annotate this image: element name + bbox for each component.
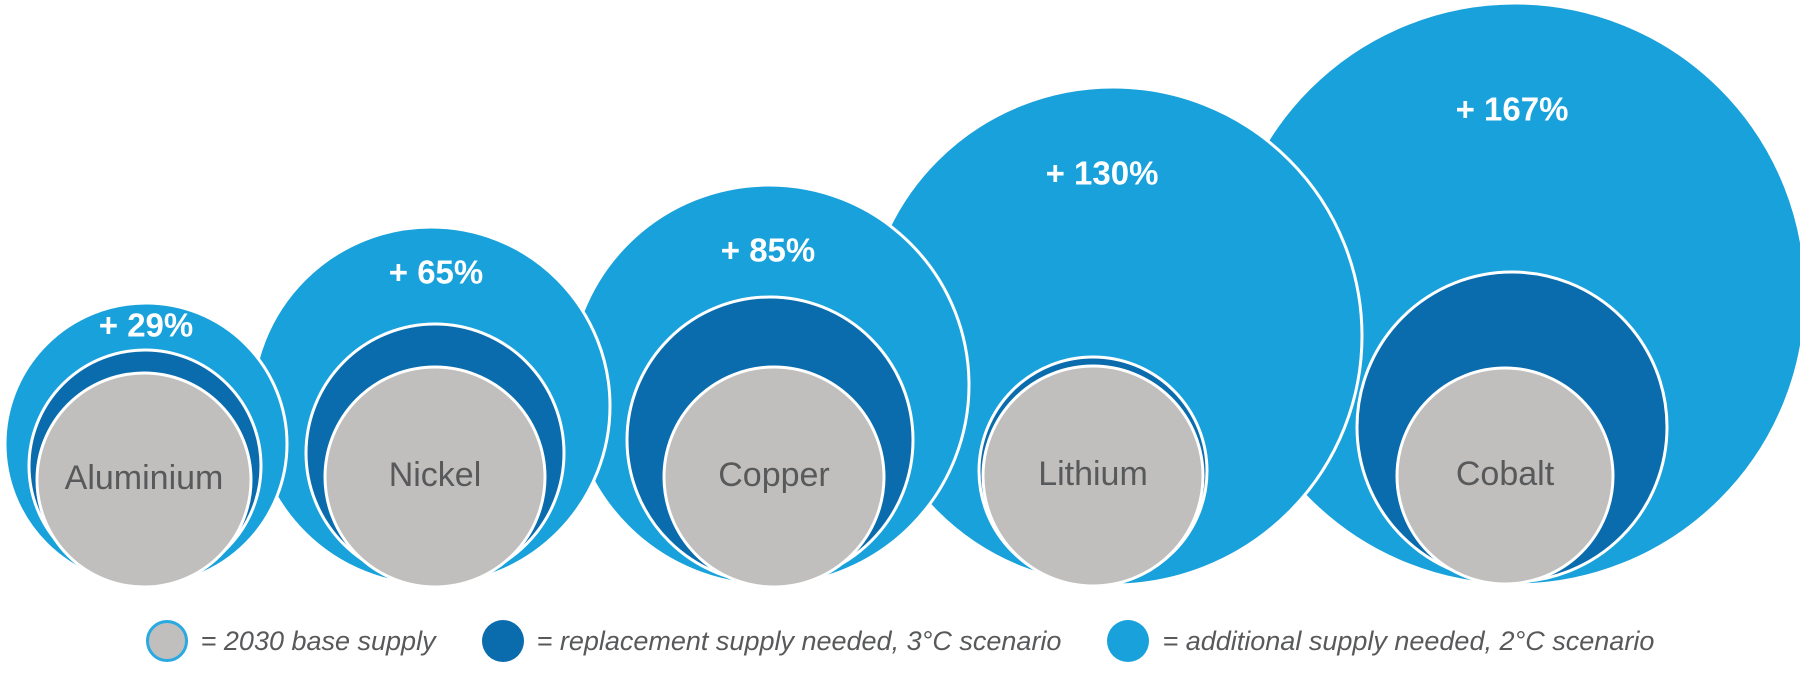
copper-name-label: Copper xyxy=(718,456,830,494)
legend: = 2030 base supply = replacement supply … xyxy=(0,620,1800,662)
lithium-pct-label: + 130% xyxy=(1046,155,1159,192)
legend-item-replacement: = replacement supply needed, 3°C scenari… xyxy=(481,620,1062,662)
cobalt-pct-label: + 167% xyxy=(1456,91,1569,128)
nickel-name-label: Nickel xyxy=(389,456,482,494)
legend-label-base: = 2030 base supply xyxy=(200,625,436,656)
nickel-base-circle xyxy=(323,365,547,589)
legend-item-base: = 2030 base supply xyxy=(145,620,436,662)
cobalt-base-circle xyxy=(1395,366,1615,586)
legend-swatch-additional-circle-icon xyxy=(1107,620,1150,662)
aluminium-base-circle xyxy=(35,371,253,589)
bubble-group-cobalt: + 167% Cobalt xyxy=(1222,1,1800,587)
lithium-name-label: Lithium xyxy=(1038,455,1148,493)
legend-label-replacement: = replacement supply needed, 3°C scenari… xyxy=(536,625,1062,656)
bubble-group-nickel: + 65% Nickel xyxy=(250,225,612,589)
copper-base-circle xyxy=(662,365,886,589)
bubble-group-aluminium: + 29% Aluminium xyxy=(3,301,289,589)
nickel-pct-label: + 65% xyxy=(389,254,484,291)
legend-swatch-replacement-circle-icon xyxy=(481,620,524,662)
legend-swatch-base-circle-icon xyxy=(145,620,188,662)
cobalt-name-label: Cobalt xyxy=(1456,455,1555,493)
legend-item-additional: = additional supply needed, 2°C scenario xyxy=(1107,620,1654,662)
aluminium-name-label: Aluminium xyxy=(65,459,224,497)
bubble-group-lithium: + 130% Lithium xyxy=(862,85,1364,588)
copper-pct-label: + 85% xyxy=(721,232,816,269)
lithium-base-circle xyxy=(981,364,1205,588)
legend-label-additional: = additional supply needed, 2°C scenario xyxy=(1162,625,1655,656)
bubble-group-copper: + 85% Copper xyxy=(567,183,971,589)
aluminium-pct-label: + 29% xyxy=(99,307,194,344)
